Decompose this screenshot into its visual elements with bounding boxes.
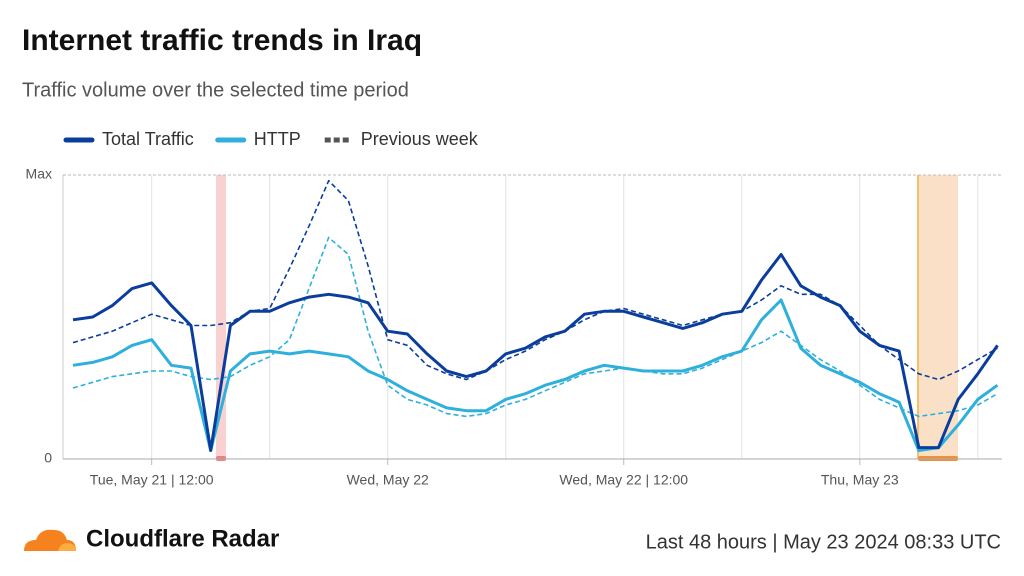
logo <box>24 529 76 551</box>
chart-subtitle: Traffic volume over the selected time pe… <box>22 79 409 101</box>
y-tick-label: Max <box>26 166 52 182</box>
legend-label: HTTP <box>254 129 301 149</box>
outage-band <box>216 175 226 459</box>
brand: Cloudflare Radar <box>86 525 279 552</box>
legend: Total Traffic HTTP Previous week <box>63 129 479 149</box>
x-tick-label: Wed, May 22 <box>347 472 429 488</box>
series-line <box>72 298 999 452</box>
x-tick-label: Wed, May 22 | 12:00 <box>559 472 688 488</box>
x-tick-label: Tue, May 21 | 12:00 <box>90 472 214 488</box>
plot-area: Tue, May 21 | 12:00 Wed, May 22 Wed, May 2… <box>26 166 1002 488</box>
y-tick-label: 0 <box>44 450 52 466</box>
x-tick-label: Thu, May 23 <box>821 472 899 488</box>
previous-week-line <box>72 179 998 381</box>
chart-title: Internet traffic trends in Iraq <box>22 24 422 57</box>
legend-label: Total Traffic <box>102 129 194 149</box>
footer-info: Last 48 hours | May 23 2024 08:33 UTC <box>646 531 1001 553</box>
outage-band <box>918 175 958 459</box>
series-line <box>72 253 999 452</box>
legend-label: Previous week <box>361 129 479 149</box>
